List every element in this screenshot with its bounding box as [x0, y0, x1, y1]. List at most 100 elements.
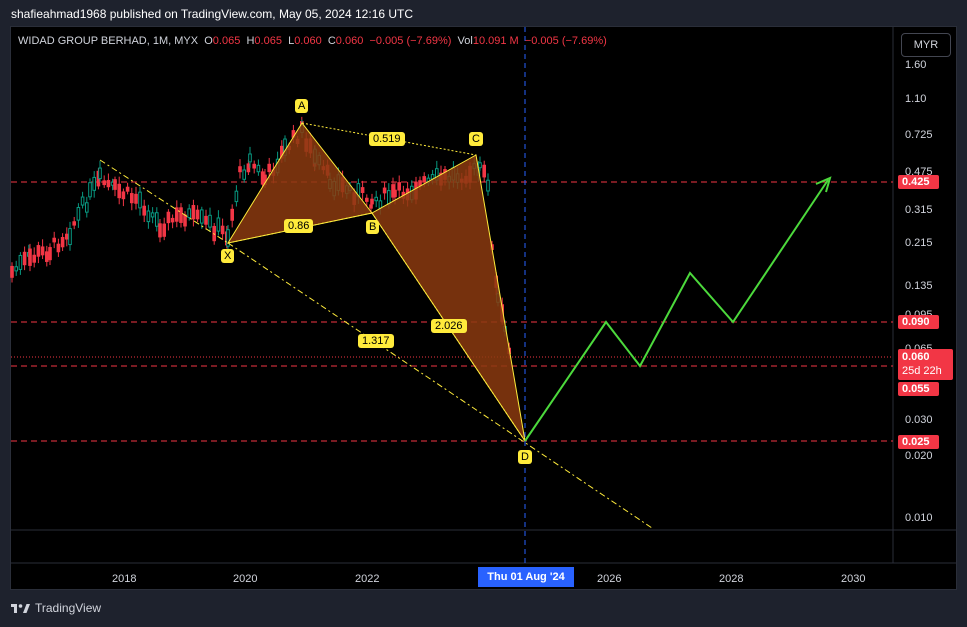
candle-body — [482, 164, 486, 178]
current-price-value: 0.060 — [902, 351, 930, 363]
point-label-a[interactable]: A — [295, 99, 309, 113]
candle-body — [134, 193, 138, 204]
candle-body — [65, 233, 69, 240]
candle-body — [125, 186, 130, 192]
low-value: 0.060 — [294, 35, 322, 47]
candle-body — [28, 248, 32, 266]
price-axis[interactable]: 1.60 1.10 0.725 0.475 0.315 0.215 0.135 … — [905, 59, 933, 524]
candle-body — [374, 196, 378, 202]
pattern-trend-line — [99, 159, 229, 244]
candle-body — [36, 245, 41, 257]
candle-body — [256, 164, 261, 173]
candle-body — [76, 207, 81, 221]
symbol-name: WIDAD GROUP BERHAD, 1M, MYX — [18, 35, 199, 47]
ratio-label-ac[interactable]: 0.519 — [369, 132, 405, 146]
harmonic-pattern[interactable] — [99, 122, 653, 529]
candle-body — [10, 265, 14, 278]
ratio-label-xd[interactable]: 1.317 — [358, 334, 394, 348]
candle-body — [146, 210, 151, 223]
bar-countdown: 25d 22h — [902, 365, 942, 377]
volume-change: −0.005 (−7.69%) — [524, 35, 607, 47]
projection-path[interactable] — [524, 179, 829, 442]
point-label-x[interactable]: X — [221, 249, 235, 263]
price-tick: 0.020 — [905, 450, 933, 462]
ratio-label-xb[interactable]: 0.86 — [284, 219, 314, 233]
currency-button[interactable]: MYR — [901, 33, 951, 57]
candle-body — [200, 209, 204, 224]
candle-body — [52, 237, 57, 243]
low-label: L — [288, 35, 295, 47]
candle-body — [191, 205, 196, 220]
candle-body — [80, 196, 85, 206]
open-value: 0.065 — [212, 35, 241, 47]
candle-body — [397, 182, 401, 191]
candle-body — [382, 187, 387, 194]
candle-body — [106, 179, 111, 188]
ratio-label-bd[interactable]: 2.026 — [431, 319, 467, 333]
price-tick: 1.10 — [905, 93, 926, 105]
candle-body — [486, 179, 490, 192]
candle-body — [170, 217, 175, 223]
candle-body — [195, 209, 200, 220]
candle-body — [48, 247, 52, 261]
candle-body — [252, 163, 256, 169]
high-label: H — [246, 35, 255, 47]
candle-body — [22, 251, 27, 266]
candle-body — [204, 215, 208, 225]
candle-body — [360, 187, 365, 193]
candle-body — [102, 180, 107, 186]
candle-body — [175, 207, 179, 222]
current-price-tag: 0.060 25d 22h — [898, 349, 953, 380]
crosshair-date-label: Thu 01 Aug '24 — [478, 567, 574, 587]
tradingview-brand: TradingView — [11, 601, 101, 615]
open-label: O — [204, 35, 213, 47]
close-label: C — [327, 35, 336, 47]
candle-body — [230, 208, 234, 221]
projection-arrowhead — [815, 176, 832, 193]
candle-body — [378, 200, 383, 209]
candle-body — [150, 212, 155, 218]
symbol-legend[interactable]: WIDAD GROUP BERHAD, 1M, MYX O0.065 H 0.06… — [18, 35, 607, 47]
candle-body — [60, 236, 65, 248]
candle-body — [387, 190, 391, 205]
candle-body — [162, 223, 166, 237]
candle-body — [418, 180, 422, 187]
point-label-b[interactable]: B — [366, 220, 380, 234]
price-tick: 0.135 — [905, 280, 933, 292]
tradingview-logo-icon — [11, 604, 30, 613]
price-tick: 1.60 — [905, 59, 926, 71]
time-tick: 2018 — [112, 573, 136, 585]
candle-body — [72, 221, 77, 226]
point-label-d[interactable]: D — [518, 450, 532, 464]
candle-body — [267, 163, 271, 173]
candle-body — [121, 191, 126, 200]
time-axis[interactable]: 2018 2020 2022 2026 2028 2030 — [112, 573, 865, 585]
candle-body — [242, 169, 246, 180]
candle-body — [220, 225, 225, 235]
candle-body — [113, 179, 117, 190]
price-tick: 0.725 — [905, 129, 933, 141]
candle-body — [45, 251, 49, 262]
price-tick: 0.215 — [905, 237, 933, 249]
volume-label: Vol — [457, 35, 473, 47]
point-label-c[interactable]: C — [469, 132, 483, 146]
candle-body — [155, 212, 159, 227]
candle-body — [179, 207, 183, 223]
time-tick: 2022 — [355, 573, 379, 585]
candle-body — [56, 243, 61, 253]
candle-body — [166, 211, 171, 224]
candle-body — [238, 166, 242, 173]
price-tick: 0.030 — [905, 414, 933, 426]
price-tag-0090: 0.090 — [898, 315, 939, 329]
candle-body — [68, 228, 72, 246]
price-tick: 0.315 — [905, 204, 933, 216]
time-tick: 2030 — [841, 573, 865, 585]
volume-value: 10.091 M — [472, 35, 519, 47]
candle-body — [246, 163, 251, 173]
candle-body — [142, 205, 146, 216]
tradingview-wordmark: TradingView — [35, 601, 102, 615]
time-tick: 2026 — [597, 573, 621, 585]
time-tick: 2020 — [233, 573, 257, 585]
pattern-xd-line — [227, 242, 653, 529]
